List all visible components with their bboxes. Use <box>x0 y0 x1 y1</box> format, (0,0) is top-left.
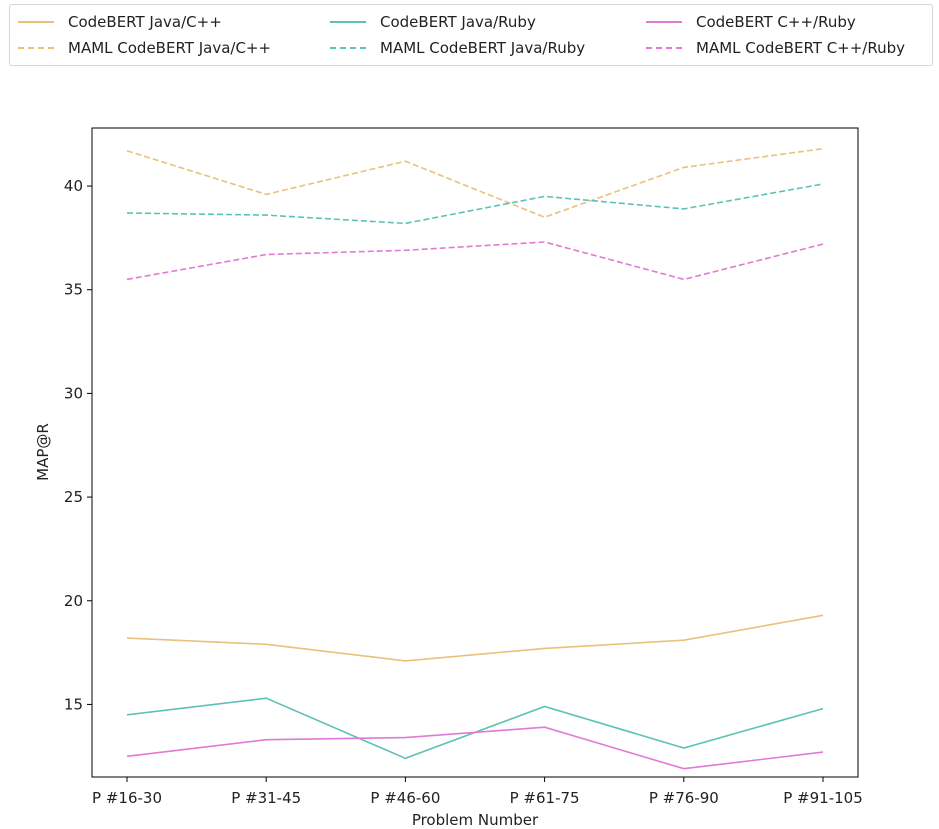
y-tick-label: 30 <box>64 384 83 402</box>
axis-ticks: 15 20 25 30 35 40 P #16-30 P #31-45 P #46-60 P #6… <box>64 177 863 807</box>
legend-swatch <box>646 21 682 23</box>
legend-label: MAML CodeBERT Java/C++ <box>68 39 272 57</box>
y-tick-label: 40 <box>64 177 83 195</box>
y-tick-label: 20 <box>64 592 83 610</box>
legend-label: CodeBERT C++/Ruby <box>696 13 856 31</box>
y-axis-label: MAP@R <box>34 423 52 481</box>
legend-label: MAML CodeBERT Java/Ruby <box>380 39 586 57</box>
x-tick-label: P #76-90 <box>649 789 719 807</box>
series-lines <box>126 147 824 770</box>
series-line <box>126 697 824 760</box>
x-tick-label: P #31-45 <box>231 789 301 807</box>
legend: CodeBERT Java/C++ MAML CodeBERT Java/C++… <box>9 4 933 66</box>
legend-label: CodeBERT Java/Ruby <box>380 13 536 31</box>
legend-label: MAML CodeBERT C++/Ruby <box>696 39 906 57</box>
x-tick-label: P #16-30 <box>92 789 162 807</box>
x-tick-label: P #61-75 <box>510 789 580 807</box>
legend-swatch <box>330 47 366 49</box>
legend-item: CodeBERT Java/C++ <box>18 10 222 34</box>
series-line <box>126 147 824 219</box>
x-tick-label: P #46-60 <box>370 789 440 807</box>
y-tick-label: 35 <box>64 281 83 299</box>
legend-swatch <box>18 47 54 49</box>
legend-item: CodeBERT C++/Ruby <box>646 10 856 34</box>
series-line <box>126 614 824 662</box>
series-line <box>126 241 824 281</box>
legend-swatch <box>330 21 366 23</box>
plot-frame <box>91 127 859 778</box>
series-line <box>126 726 824 770</box>
legend-item: MAML CodeBERT Java/Ruby <box>330 36 585 60</box>
legend-swatch <box>18 21 54 23</box>
legend-item: CodeBERT Java/Ruby <box>330 10 536 34</box>
legend-item: MAML CodeBERT C++/Ruby <box>646 36 905 60</box>
legend-swatch <box>646 47 682 49</box>
legend-label: CodeBERT Java/C++ <box>68 13 222 31</box>
y-tick-label: 15 <box>64 695 83 713</box>
x-axis-label: Problem Number <box>412 811 539 829</box>
legend-item: MAML CodeBERT Java/C++ <box>18 36 271 60</box>
x-tick-label: P #91-105 <box>783 789 863 807</box>
y-tick-label: 25 <box>64 488 83 506</box>
